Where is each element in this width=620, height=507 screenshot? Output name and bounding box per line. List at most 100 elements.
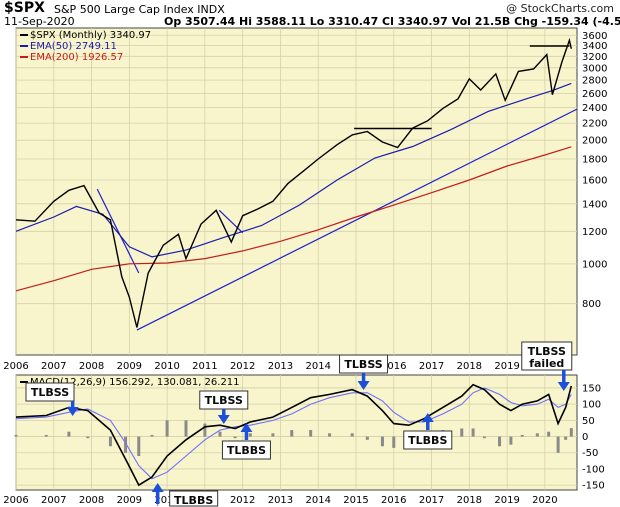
macd-y-tick: -100 <box>582 464 605 475</box>
quote-line: Op 3507.44 Hi 3588.11 Lo 3310.47 Cl 3340… <box>164 15 620 28</box>
macd-hist-bar <box>67 431 71 437</box>
macd-hist-bar <box>290 430 294 437</box>
macd-tlbbs-2012-box <box>221 440 271 460</box>
macd-tlbss-2011-label: TLBSS <box>205 394 243 407</box>
source-credit: @ StockCharts.com <box>506 2 614 15</box>
macd-hist-bar <box>44 434 48 437</box>
macd-tlbss-2007-box <box>25 382 75 402</box>
macd-y-tick: -150 <box>582 481 605 492</box>
macd-y-tick: 100 <box>582 400 601 411</box>
price-legend-item: $SPX (Monthly) 3340.97 <box>30 30 151 41</box>
macd-hist-bar <box>535 433 539 437</box>
macd-hist-bar <box>184 420 188 437</box>
macd-line <box>15 383 573 487</box>
price-y-tick: 1400 <box>582 199 607 210</box>
macd-x-tick: 2020 <box>532 495 557 506</box>
price-x-tick: 2012 <box>230 361 255 372</box>
macd-hist-bar <box>150 434 154 437</box>
macd-hist-bar <box>471 428 475 437</box>
price-x-tick: 2009 <box>117 361 142 372</box>
macd-x-tick: 2019 <box>494 495 519 506</box>
macd-x-tick: 2010 <box>154 495 179 506</box>
price-y-tick: 1800 <box>582 154 607 165</box>
macd-tlbbs-2016-label: TLBBS <box>408 434 447 447</box>
macd-legend-item: MACD(12,26,9) 156.292, 130.081, 26.211 <box>30 377 240 388</box>
chart-date: 11-Sep-2020 <box>4 15 75 28</box>
macd-hist-bar <box>124 436 128 453</box>
tlbss-failed-annotation-label: failed <box>529 357 564 370</box>
price-y-tick: 1200 <box>582 227 607 238</box>
macd-hist-bar <box>165 420 169 437</box>
symbol-title: $SPX <box>4 0 45 16</box>
price-legend-item: EMA(50) 2749.11 <box>30 41 117 52</box>
macd-tlbbs-2016-arrow <box>421 413 434 422</box>
price-y-tick: 3400 <box>582 41 607 52</box>
trendline <box>136 108 578 331</box>
macd-hist-bar <box>380 436 384 447</box>
macd-x-tick: 2014 <box>305 495 330 506</box>
price-x-tick: 2014 <box>305 361 330 372</box>
macd-tlbss-2011-arrow <box>217 415 230 424</box>
price-panel <box>15 27 578 356</box>
price-y-tick: 3600 <box>582 31 607 42</box>
macd-tlbss-2007-label: TLBSS <box>31 386 69 399</box>
macd-signal-line <box>15 387 572 480</box>
price-x-tick: 2016 <box>381 361 406 372</box>
macd-x-tick: 2018 <box>457 495 482 506</box>
macd-hist-bar <box>547 431 551 437</box>
macd-hist-bar <box>482 436 486 439</box>
tlbss-failed-annotation-box <box>521 341 573 371</box>
macd-x-tick: 2006 <box>3 495 28 506</box>
macd-hist-bar <box>309 430 313 437</box>
macd-hist-bar <box>86 436 90 439</box>
macd-x-tick: 2009 <box>117 495 142 506</box>
tlbss-failed-arrow <box>557 382 570 391</box>
macd-hist-bar <box>460 428 464 437</box>
price-x-tick: 2007 <box>41 361 66 372</box>
price-y-tick: 2400 <box>582 103 607 114</box>
macd-hist-bar <box>137 436 141 456</box>
macd-hist-bar <box>365 436 369 440</box>
macd-panel <box>15 374 578 491</box>
price-y-tick: 2200 <box>582 119 607 130</box>
price-x-tick: 2019 <box>494 361 519 372</box>
price-y-tick: 2800 <box>582 76 607 87</box>
macd-hist-bar <box>108 436 112 447</box>
macd-tlbbs-2009-arrow <box>151 483 164 492</box>
macd-tlbbs-2012-label: TLBBS <box>227 444 266 457</box>
macd-x-tick: 2017 <box>419 495 444 506</box>
macd-hist-bar <box>350 433 354 437</box>
macd-hist-bar <box>203 423 207 437</box>
price-line <box>15 37 572 328</box>
macd-x-tick: 2015 <box>343 495 368 506</box>
price-x-tick: 2010 <box>154 361 179 372</box>
macd-y-tick: 50 <box>582 416 595 427</box>
macd-x-tick: 2013 <box>268 495 293 506</box>
macd-y-tick: 0 <box>582 432 588 443</box>
price-y-tick: 2600 <box>582 89 607 100</box>
macd-hist-bar <box>218 431 222 437</box>
macd-tlbbs-2009-label: TLBBS <box>174 494 213 507</box>
price-legend-item: EMA(200) 1926.57 <box>30 52 123 63</box>
price-y-tick: 3000 <box>582 63 607 74</box>
macd-x-tick: 2012 <box>230 495 255 506</box>
macd-tlbss-2007-arrow <box>66 407 79 416</box>
macd-hist-bar <box>14 434 18 437</box>
macd-tlbbs-2009-box <box>169 490 219 507</box>
price-y-tick: 3200 <box>582 52 607 63</box>
tlbss-arrow <box>357 381 370 390</box>
tlbss-annotation-label: TLBSS <box>344 358 382 371</box>
trendline <box>218 209 244 234</box>
macd-hist-bar <box>556 436 560 453</box>
macd-hist-bar <box>271 433 275 437</box>
trendline <box>96 188 140 274</box>
price-y-tick: 1000 <box>582 259 607 270</box>
macd-hist-bar <box>498 436 502 447</box>
price-x-tick: 2008 <box>79 361 104 372</box>
price-x-tick: 2013 <box>268 361 293 372</box>
macd-hist-bar <box>248 433 252 437</box>
price-x-tick: 2017 <box>419 361 444 372</box>
price-x-tick: 2011 <box>192 361 217 372</box>
macd-tlbbs-2016-box <box>403 430 453 450</box>
